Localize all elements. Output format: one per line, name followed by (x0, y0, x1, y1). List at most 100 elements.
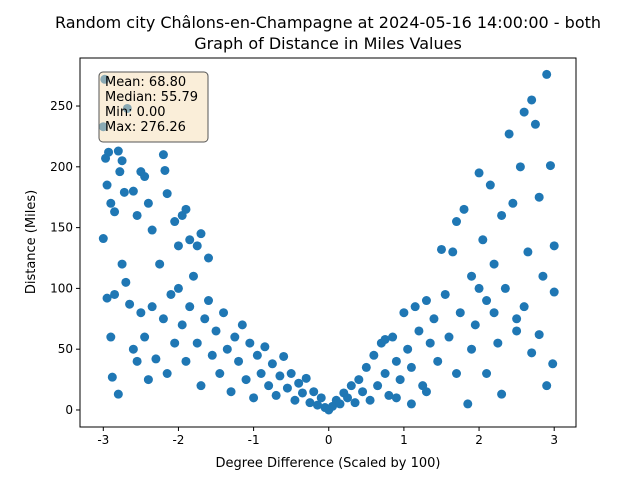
scatter-point (474, 168, 484, 178)
scatter-point (226, 387, 236, 397)
scatter-point (343, 393, 353, 403)
scatter-point (113, 146, 123, 156)
stats-line: Min: 0.00 (105, 105, 166, 120)
scatter-point (117, 156, 127, 166)
scatter-point (519, 107, 529, 117)
scatter-point (115, 167, 125, 177)
scatter-point (234, 356, 244, 366)
scatter-point (482, 369, 492, 379)
x-tick-label: 2 (475, 433, 483, 447)
scatter-point (358, 387, 368, 397)
scatter-point (421, 296, 431, 306)
scatter-point (170, 338, 180, 348)
scatter-point (147, 225, 157, 235)
scatter-point (549, 287, 559, 297)
scatter-point (459, 204, 469, 214)
scatter-point (140, 172, 150, 182)
scatter-point (380, 369, 390, 379)
scatter-point (489, 308, 499, 318)
scatter-point (196, 229, 206, 239)
scatter-point (548, 359, 558, 369)
scatter-point (369, 350, 379, 360)
scatter-point (549, 241, 559, 251)
scatter-point (256, 369, 266, 379)
scatter-point (538, 271, 548, 281)
scatter-point (106, 332, 116, 342)
x-tick-label: -2 (172, 433, 184, 447)
scatter-point (335, 399, 345, 409)
scatter-point (391, 356, 401, 366)
scatter-point (98, 234, 108, 244)
y-tick-label: 0 (65, 403, 73, 417)
scatter-point (110, 207, 120, 217)
scatter-point (478, 235, 488, 245)
scatter-point (215, 369, 225, 379)
scatter-point (527, 348, 537, 358)
scatter-point (158, 150, 168, 160)
scatter-point (410, 302, 420, 312)
scatter-point (245, 338, 255, 348)
scatter-point (136, 308, 146, 318)
scatter-point (196, 381, 206, 391)
scatter-point (403, 344, 413, 354)
y-tick-label: 200 (50, 160, 73, 174)
scatter-point (181, 204, 191, 214)
scatter-point (391, 393, 401, 403)
scatter-point (162, 189, 172, 199)
scatter-point (192, 338, 202, 348)
scatter-point (286, 369, 296, 379)
scatter-point (436, 244, 446, 254)
scatter-point (523, 247, 533, 257)
scatter-point (470, 320, 480, 330)
scatter-point (515, 162, 525, 172)
x-axis-label: Degree Difference (Scaled by 100) (216, 456, 441, 471)
plot-frame (79, 57, 577, 428)
scatter-point (361, 362, 371, 372)
scatter-point (373, 381, 383, 391)
stats-line: Max: 276.26 (105, 120, 186, 135)
scatter-point (455, 308, 465, 318)
scatter-point (204, 253, 214, 263)
scatter-point (222, 344, 232, 354)
scatter-point (128, 344, 138, 354)
scatter-point (192, 241, 202, 251)
scatter-point (185, 302, 195, 312)
scatter-point (170, 217, 180, 227)
scatter-point (143, 375, 153, 385)
scatter-point (545, 161, 555, 171)
scatter-point (102, 180, 112, 190)
y-tick-label: 150 (50, 221, 73, 235)
y-axis-label: Distance (Miles) (24, 190, 39, 294)
scatter-point (267, 359, 277, 369)
scatter-point (421, 387, 431, 397)
scatter-point (440, 289, 450, 299)
scatter-point (173, 283, 183, 293)
x-tick-label: -3 (97, 433, 109, 447)
scatter-point (297, 388, 307, 398)
scatter-point (534, 192, 544, 202)
scatter-point (425, 338, 435, 348)
scatter-point (500, 283, 510, 293)
scatter-point (534, 330, 544, 340)
scatter-point (467, 344, 477, 354)
scatter-point (527, 95, 537, 105)
scatter-point (485, 180, 495, 190)
scatter-point (132, 356, 142, 366)
scatter-point (143, 198, 153, 208)
scatter-point (230, 332, 240, 342)
scatter-point (467, 271, 477, 281)
scatter-point (474, 283, 484, 293)
scatter-point (388, 332, 398, 342)
scatter-point (482, 296, 492, 306)
scatter-point (301, 373, 311, 383)
scatter-point (452, 369, 462, 379)
y-tick-label: 250 (50, 99, 73, 113)
scatter-point (249, 393, 259, 403)
scatter-point (185, 235, 195, 245)
scatter-point (433, 356, 443, 366)
scatter-point (158, 314, 168, 324)
scatter-point (219, 308, 229, 318)
scatter-point (497, 210, 507, 220)
title-line-1: Random city Châlons-en-Champagne at 2024… (55, 13, 601, 32)
